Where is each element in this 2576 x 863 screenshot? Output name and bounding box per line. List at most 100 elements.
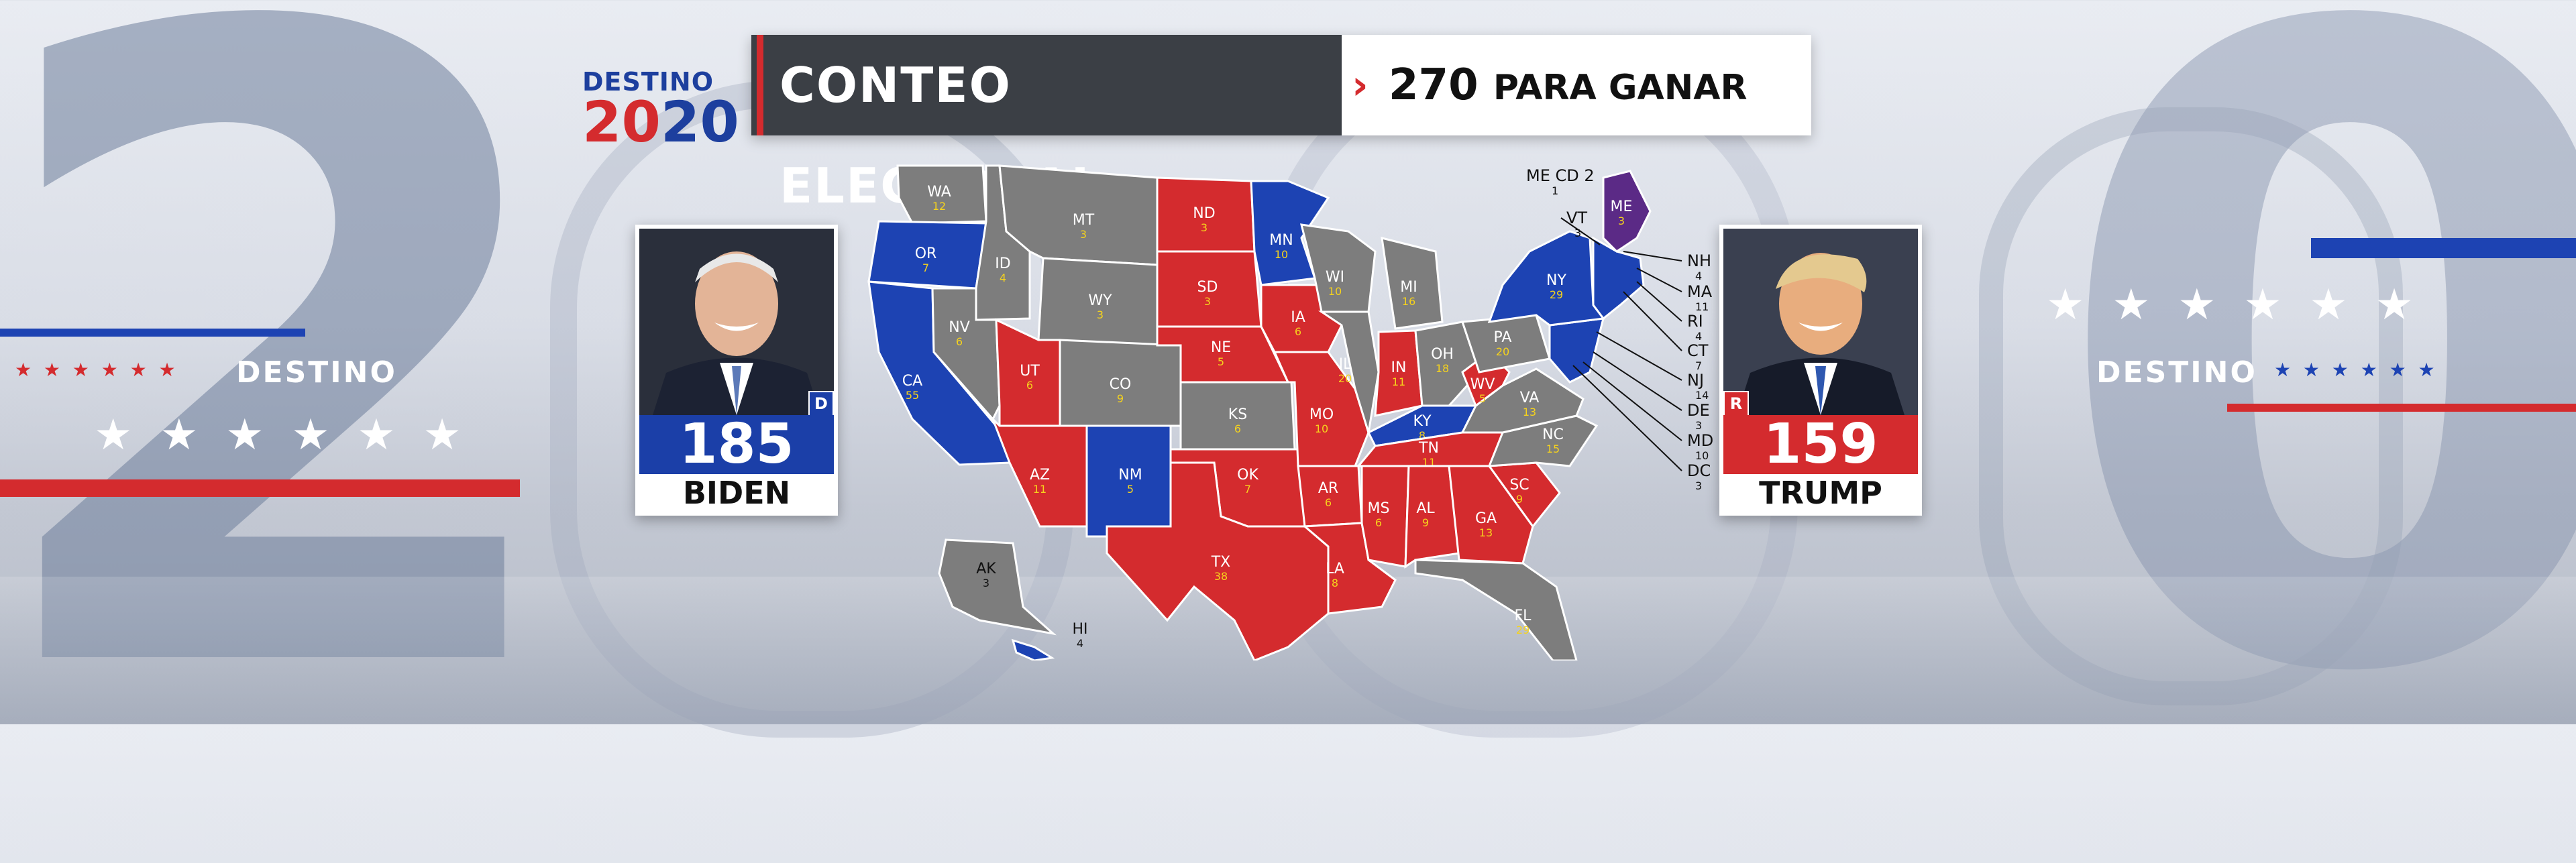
title-dark-panel <box>751 35 1342 135</box>
state-ev-wa: 12 <box>932 200 946 213</box>
state-ev-nm: 5 <box>1127 483 1134 496</box>
state-ev-me: 3 <box>1618 215 1625 227</box>
state-label-wa: WA <box>927 184 951 200</box>
callout-label-nh: NH <box>1687 251 1711 270</box>
callout-label-ri: RI <box>1687 312 1703 331</box>
candidate-card-biden: D 185 BIDEN <box>635 225 838 516</box>
state-ev-nv: 6 <box>956 335 963 348</box>
state-ev-wy: 3 <box>1097 308 1104 321</box>
callout-line <box>1636 268 1682 292</box>
callout-ev: 4 <box>1695 270 1702 282</box>
callout-label-me-cd: ME CD 2 <box>1526 166 1595 185</box>
state-ev-ca: 55 <box>906 389 919 402</box>
state-ev-ar: 6 <box>1325 496 1332 509</box>
state-label-ak: AK <box>976 561 996 577</box>
state-ev-la: 8 <box>1332 577 1338 589</box>
state-ev-ms: 6 <box>1375 516 1382 529</box>
state-ny <box>1487 230 1605 327</box>
state-label-va: VA <box>1520 390 1540 406</box>
state-label-ga: GA <box>1475 510 1497 527</box>
callout-label-vt: VT <box>1566 209 1587 227</box>
state-ev-ga: 13 <box>1479 526 1493 539</box>
state-ev-fl: 29 <box>1516 624 1529 636</box>
candidate-name-biden: BIDEN <box>682 475 791 511</box>
callout-ev: 1 <box>1552 184 1558 197</box>
state-ev-wv: 5 <box>1479 392 1486 405</box>
background-digit-2: 2 <box>0 0 580 863</box>
state-in <box>1374 329 1424 417</box>
state-label-wy: WY <box>1088 292 1112 309</box>
callout-ev: 4 <box>1695 330 1702 343</box>
logo-year-red: 20 <box>582 89 661 155</box>
state-ev-co: 9 <box>1117 392 1124 405</box>
state-label-ky: KY <box>1413 413 1432 430</box>
state-ev-al: 9 <box>1422 516 1429 529</box>
state-label-in: IN <box>1391 359 1407 376</box>
title-text: CONTEO ELECTORAL <box>780 57 1102 214</box>
candidate-photo-biden <box>639 229 834 415</box>
state-label-ny: NY <box>1546 272 1566 289</box>
state-ev-id: 4 <box>1000 272 1006 284</box>
state-ev-ok: 7 <box>1244 483 1251 496</box>
state-label-sd: SD <box>1197 279 1218 296</box>
state-ev-ut: 6 <box>1026 379 1033 392</box>
state-ev-nd: 3 <box>1201 221 1208 234</box>
blue-stripe <box>2311 238 2576 258</box>
state-label-sc: SC <box>1509 477 1529 494</box>
callout-label-md: MD <box>1687 431 1713 450</box>
state-label-wv: WV <box>1470 376 1495 393</box>
state-label-nv: NV <box>949 319 970 336</box>
callout-label-ct: CT <box>1687 341 1709 360</box>
state-ak <box>938 538 1057 636</box>
logo-destino-text: DESTINO <box>582 67 714 97</box>
state-ev-mn: 10 <box>1275 248 1288 261</box>
state-label-mi: MI <box>1400 279 1417 296</box>
callout-line <box>1596 331 1682 381</box>
candidate-name-trump: TRUMP <box>1759 475 1882 511</box>
state-label-tn: TN <box>1418 440 1439 457</box>
goal-label: PARA GANAR <box>1493 68 1748 108</box>
state-mi <box>1381 237 1444 330</box>
electoral-votes-trump: 159 <box>1723 415 1918 474</box>
state-label-ks: KS <box>1228 406 1247 423</box>
state-label-or: OR <box>915 245 937 262</box>
title-red-bar <box>757 35 763 135</box>
state-label-il: IL <box>1339 356 1352 373</box>
state-ev-in: 11 <box>1392 376 1405 388</box>
callout-label-de: DE <box>1687 401 1710 420</box>
state-mn <box>1250 180 1330 286</box>
state-fl <box>1414 559 1578 660</box>
state-al <box>1404 465 1460 569</box>
callout-ev: 14 <box>1695 389 1709 402</box>
callout-ev: 10 <box>1695 449 1709 462</box>
small-red-stars: ★ ★ ★ ★ ★ ★ <box>15 359 176 381</box>
state-label-oh: OH <box>1431 346 1454 363</box>
candidate-card-trump: R 159 TRUMP <box>1719 225 1922 516</box>
destino-left-label: DESTINO <box>236 355 397 390</box>
callout-line <box>1593 351 1682 411</box>
state-ev-tx: 38 <box>1214 570 1228 583</box>
state-ev-il: 20 <box>1338 372 1352 385</box>
state-label-ms: MS <box>1368 500 1390 517</box>
state-ev-ia: 6 <box>1295 325 1301 338</box>
state-ev-oh: 18 <box>1436 362 1449 375</box>
state-label-nm: NM <box>1118 467 1142 483</box>
party-tag-republican: R <box>1723 391 1749 416</box>
state-ev-ak: 3 <box>983 577 989 589</box>
state-ev-az: 11 <box>1033 483 1046 496</box>
callout-line <box>1623 291 1682 351</box>
state-hi <box>1011 638 1055 660</box>
state-ms <box>1360 465 1410 568</box>
callout-line <box>1636 281 1682 322</box>
state-label-ca: CA <box>902 373 922 390</box>
state-label-ut: UT <box>1020 363 1040 380</box>
state-label-co: CO <box>1110 376 1132 393</box>
state-va <box>1460 367 1585 434</box>
state-label-ar: AR <box>1318 480 1338 497</box>
chevron-right-icon: › <box>1352 62 1368 109</box>
state-ev-mi: 16 <box>1402 295 1415 308</box>
state-label-ok: OK <box>1237 467 1258 483</box>
candidate-photo-trump <box>1723 229 1918 415</box>
state-oh <box>1414 321 1481 407</box>
state-label-wi: WI <box>1326 269 1344 286</box>
